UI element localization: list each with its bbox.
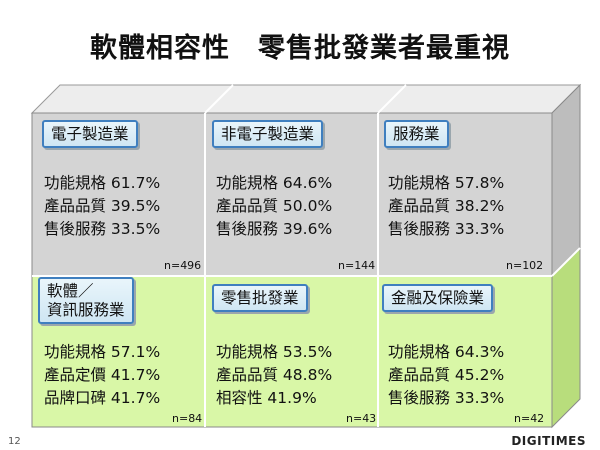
industry-tag: 金融及保險業 [382, 284, 494, 312]
metric-item: 售後服務 33.3% [388, 389, 505, 407]
metric-item: 功能規格 57.1% [44, 343, 161, 361]
industry-tag: 零售批發業 [212, 284, 308, 312]
tag-line: 金融及保險業 [391, 289, 485, 307]
metric-item: 功能規格 64.3% [388, 343, 505, 361]
sample-size: n=144 [338, 259, 376, 272]
metric-list: 功能規格 57.8% 產品品質 38.2% 售後服務 33.3% [388, 172, 504, 241]
metric-item: 功能規格 61.7% [44, 174, 161, 192]
page-number: 12 [8, 436, 21, 447]
metric-item: 產品品質 50.0% [216, 197, 333, 215]
sample-size: n=496 [164, 259, 202, 272]
brand-logo: DIGITIMES [511, 434, 586, 448]
metric-item: 產品品質 39.5% [44, 197, 161, 215]
tag-line: 零售批發業 [221, 289, 299, 307]
metric-list: 功能規格 64.6% 產品品質 50.0% 售後服務 39.6% [216, 172, 332, 241]
metric-item: 產品品質 48.8% [216, 366, 333, 384]
sample-size: n=102 [506, 259, 544, 272]
metric-item: 產品品質 45.2% [388, 366, 505, 384]
sample-size: n=42 [514, 412, 545, 425]
metric-list: 功能規格 53.5% 產品品質 48.8% 相容性 41.9% [216, 341, 332, 410]
bottom-row-side [551, 246, 581, 429]
metric-item: 售後服務 39.6% [216, 220, 333, 238]
top-face [30, 84, 582, 114]
metric-item: 相容性 41.9% [216, 389, 317, 407]
metric-item: 產品定價 41.7% [44, 366, 161, 384]
metric-item: 售後服務 33.5% [44, 220, 161, 238]
metric-list: 功能規格 61.7% 產品品質 39.5% 售後服務 33.5% [44, 172, 160, 241]
metric-item: 功能規格 64.6% [216, 174, 333, 192]
top-divider-1 [204, 84, 234, 114]
industry-tag: 非電子製造業 [212, 120, 324, 148]
tag-line: 非電子製造業 [221, 125, 315, 143]
slide-title: 軟體相容性 零售批發業者最重視 [90, 33, 510, 64]
tag-line: 服務業 [393, 125, 440, 143]
metric-item: 功能規格 57.8% [388, 174, 505, 192]
side-divider [551, 247, 581, 277]
tag-line: 資訊服務業 [47, 301, 125, 319]
industry-tag: 服務業 [384, 120, 449, 148]
top-divider-2 [377, 84, 407, 114]
sample-size: n=84 [172, 412, 203, 425]
sample-size: n=43 [346, 412, 377, 425]
metric-item: 功能規格 53.5% [216, 343, 333, 361]
metric-list: 功能規格 57.1% 產品定價 41.7% 品牌口碑 41.7% [44, 341, 160, 410]
metric-item: 售後服務 33.3% [388, 220, 505, 238]
industry-tag: 軟體／ 資訊服務業 [38, 277, 134, 324]
tag-line: 電子製造業 [51, 125, 129, 143]
metric-list: 功能規格 64.3% 產品品質 45.2% 售後服務 33.3% [388, 341, 504, 410]
metric-item: 品牌口碑 41.7% [44, 389, 161, 407]
top-row-side [551, 83, 581, 278]
industry-tag: 電子製造業 [42, 120, 138, 148]
tag-line: 軟體／ [47, 282, 94, 300]
metric-item: 產品品質 38.2% [388, 197, 505, 215]
